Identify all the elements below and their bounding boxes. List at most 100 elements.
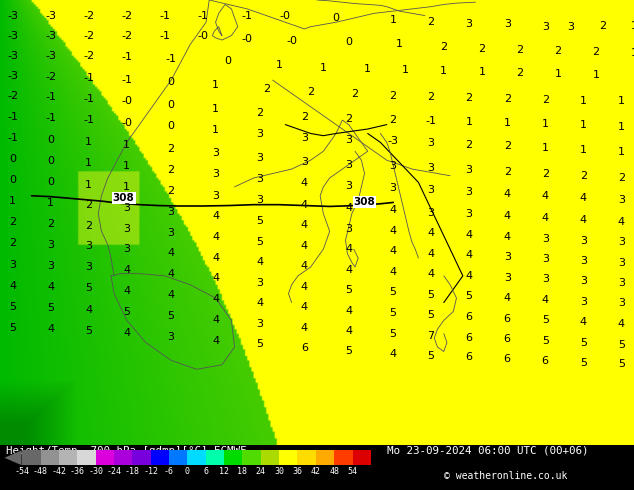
Text: 4: 4 [503,232,511,242]
Text: 2: 2 [389,115,397,125]
Text: 1: 1 [618,147,625,157]
Text: 4: 4 [256,298,264,308]
Text: 3: 3 [427,208,435,218]
Text: -30: -30 [88,467,103,476]
Text: 1: 1 [85,180,93,190]
Text: 18: 18 [237,467,247,476]
Text: 2: 2 [592,47,600,57]
Text: 1: 1 [47,198,55,208]
Text: 3: 3 [503,20,511,29]
Text: 3: 3 [541,234,549,244]
Text: 3: 3 [465,165,473,175]
Text: 308: 308 [113,193,134,203]
Text: 1: 1 [579,96,587,105]
Text: 4: 4 [167,290,175,300]
Text: 4: 4 [579,215,587,225]
Text: 3: 3 [465,20,473,29]
Text: 2: 2 [516,45,524,55]
Text: 3: 3 [9,260,16,270]
Text: 2: 2 [503,142,511,151]
Text: Height/Temp. 700 hPa [gdmp][°C] ECMWF: Height/Temp. 700 hPa [gdmp][°C] ECMWF [6,446,247,456]
Text: Mo 23-09-2024 06:00 UTC (00+06): Mo 23-09-2024 06:00 UTC (00+06) [387,446,588,456]
Text: 3: 3 [167,332,175,342]
Text: 1: 1 [212,125,219,135]
Text: 0: 0 [345,37,353,47]
Text: 4: 4 [301,241,308,250]
Text: 3: 3 [123,244,131,254]
Text: 3: 3 [503,272,511,283]
Text: 4: 4 [123,328,131,338]
Text: 0: 0 [47,177,55,187]
Text: 6: 6 [465,333,473,343]
Text: 1: 1 [630,21,634,31]
Text: 2: 2 [503,94,511,104]
Bar [316,450,334,465]
Text: -0: -0 [197,31,209,42]
Text: 4: 4 [212,211,219,221]
Text: 2: 2 [579,171,587,181]
Text: 0: 0 [332,13,340,23]
Text: 4: 4 [618,319,625,329]
Text: 1: 1 [618,122,625,132]
Text: 308: 308 [113,193,134,203]
Text: 3: 3 [579,276,587,286]
Text: 4: 4 [465,271,473,281]
Text: 4: 4 [389,246,397,256]
Text: 5: 5 [85,325,93,336]
Text: 3: 3 [345,135,353,145]
Text: 1: 1 [554,69,562,79]
Text: 5: 5 [427,310,435,320]
Bar [353,450,371,465]
Text: 4: 4 [9,281,16,291]
Text: 48: 48 [329,467,339,476]
Text: -0: -0 [121,118,133,128]
Text: 5: 5 [167,311,175,321]
Bar [297,450,316,465]
Text: 1: 1 [541,143,549,153]
Text: 3: 3 [618,258,625,268]
Text: 4: 4 [345,244,353,254]
Text: 1: 1 [402,65,410,75]
Text: -2: -2 [83,11,94,21]
Text: 5: 5 [427,290,435,299]
Text: 2: 2 [427,17,435,27]
Bar [133,450,151,465]
Text: 5: 5 [579,338,587,348]
Bar [151,450,169,465]
Text: 4: 4 [47,324,55,334]
Text: 6: 6 [503,335,511,344]
Text: 3: 3 [256,277,264,288]
Text: 2: 2 [389,91,397,101]
Text: 3: 3 [389,161,397,172]
Text: -2: -2 [7,91,18,100]
Text: 2: 2 [85,200,93,210]
Text: 6: 6 [503,314,511,323]
Text: -1: -1 [242,11,253,21]
Text: -1: -1 [165,54,177,64]
Text: 2: 2 [554,46,562,56]
Text: -2: -2 [121,30,133,41]
Text: 2: 2 [478,44,486,54]
Text: 3: 3 [123,224,131,234]
Bar [41,450,59,465]
Text: 5: 5 [345,285,353,295]
Text: 3: 3 [345,181,353,191]
Text: 4: 4 [301,282,308,292]
Text: 0: 0 [9,154,16,164]
Text: -1: -1 [197,11,209,21]
Text: -3: -3 [387,137,399,147]
Text: 2: 2 [167,186,175,196]
Text: 1: 1 [123,182,131,192]
Text: 2: 2 [9,238,16,248]
Text: 6: 6 [541,356,549,366]
Text: 1: 1 [85,137,93,147]
Text: 4: 4 [301,199,308,210]
Text: 4: 4 [503,211,511,221]
Text: 2: 2 [9,218,16,227]
Text: 4: 4 [167,269,175,279]
Text: -0: -0 [242,34,253,44]
Text: 4: 4 [345,326,353,337]
Text: 4: 4 [167,248,175,258]
Text: 3: 3 [256,153,264,163]
Text: 0: 0 [9,175,16,185]
